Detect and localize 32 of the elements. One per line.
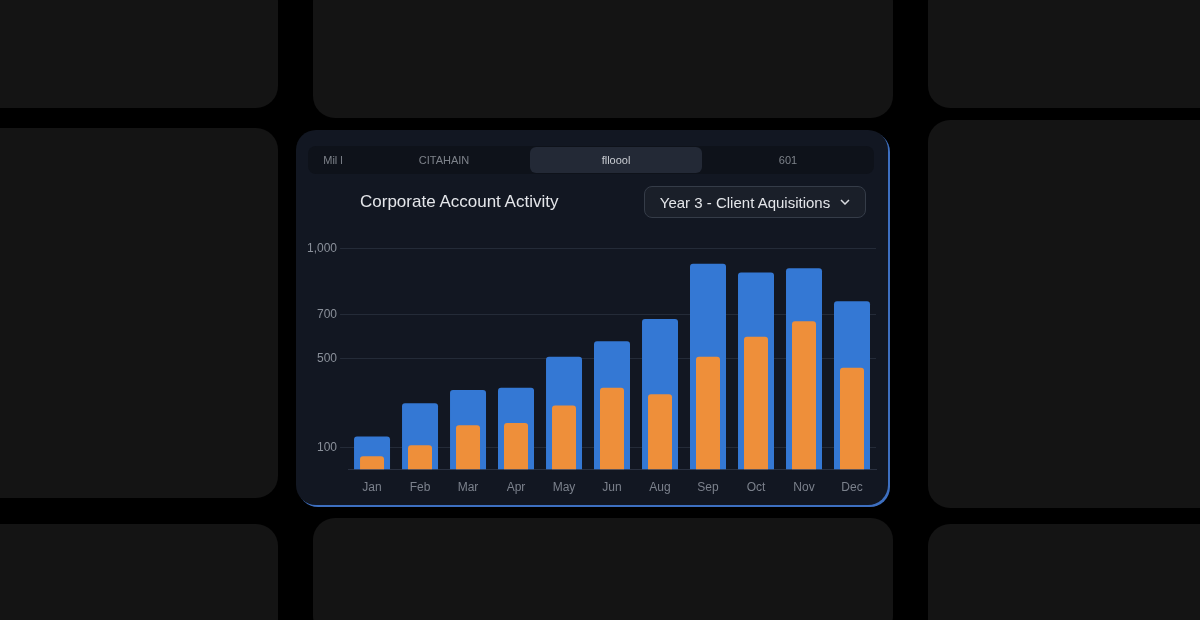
text: CITAHAIN bbox=[417, 153, 471, 168]
bar bbox=[600, 387, 625, 470]
x-tick-label: Feb bbox=[409, 480, 431, 495]
y-tick-label: 700 bbox=[317, 306, 338, 321]
chart-subtitle: Year 3 - Client Aquisitions bbox=[659, 193, 831, 211]
text: flloool bbox=[530, 147, 702, 173]
x-tick-label: May bbox=[552, 480, 576, 495]
y-tick-label: 100 bbox=[317, 439, 338, 454]
bar bbox=[744, 336, 769, 470]
x-tick-label: Jun bbox=[602, 480, 622, 495]
x-tick-label: Sep bbox=[697, 480, 720, 495]
x-tick-label: Jan bbox=[362, 480, 382, 495]
text: Mil l bbox=[322, 153, 344, 168]
x-tick-label: Oct bbox=[746, 480, 766, 495]
x-tick-label: Nov bbox=[793, 480, 815, 495]
bar bbox=[696, 356, 721, 470]
y-tick-label: 1,000 bbox=[307, 240, 338, 255]
chart-title: Corporate Account Activity bbox=[360, 192, 559, 212]
bar bbox=[840, 367, 864, 470]
x-tick-label: Dec bbox=[841, 480, 863, 495]
bar bbox=[408, 445, 433, 470]
bar bbox=[552, 405, 577, 470]
bar bbox=[456, 425, 481, 470]
x-tick-label: Apr bbox=[506, 480, 526, 495]
y-tick-label: 500 bbox=[317, 351, 338, 366]
x-tick-label: Mar bbox=[457, 480, 479, 495]
x-tick-label: Aug bbox=[649, 480, 671, 495]
bar bbox=[504, 423, 529, 470]
bar bbox=[792, 321, 816, 470]
bar bbox=[648, 394, 673, 470]
bar bbox=[360, 456, 385, 470]
text: 601 bbox=[777, 153, 799, 168]
